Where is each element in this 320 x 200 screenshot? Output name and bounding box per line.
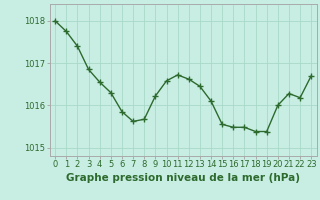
X-axis label: Graphe pression niveau de la mer (hPa): Graphe pression niveau de la mer (hPa) bbox=[66, 173, 300, 183]
